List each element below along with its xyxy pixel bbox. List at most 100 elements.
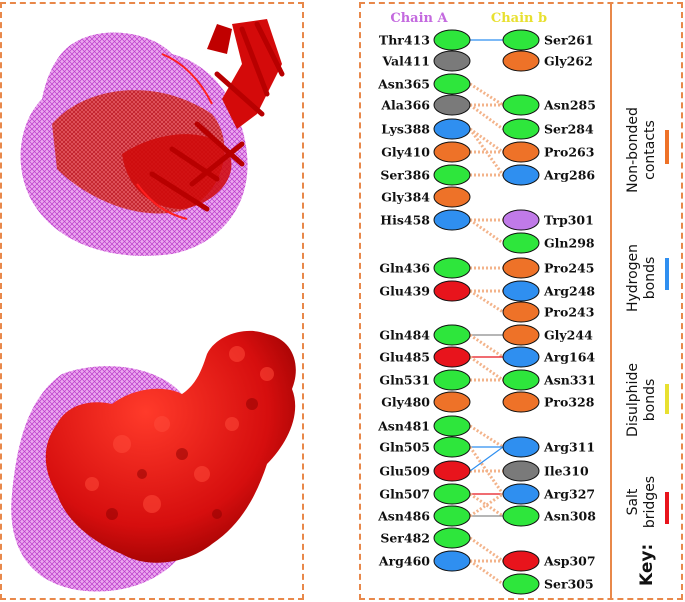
bond-line <box>469 82 504 107</box>
chain-b-residue-marker <box>502 280 540 302</box>
chain-b-residue: Pro263 <box>502 141 594 163</box>
bond-line <box>469 446 504 472</box>
key-label: Hydrogenbonds <box>625 244 658 312</box>
chain-a-residue-marker <box>433 50 471 72</box>
chain-a-residue-label: Ala366 <box>380 98 430 113</box>
chain-a-residue-marker <box>433 73 471 95</box>
chain-b-label: Chain b <box>491 11 547 26</box>
chain-a-residue-label: Asn365 <box>377 77 430 92</box>
chain-b-residue: Ile310 <box>502 460 589 482</box>
chain-b-residue-marker <box>502 324 540 346</box>
chain-a-residue-marker <box>433 118 471 140</box>
chain-a-residue-marker <box>433 436 471 458</box>
chain-a-residue: Glu509 <box>379 460 471 482</box>
chain-a-residue-label: Lys388 <box>381 122 430 137</box>
chain-b-residue: Gly244 <box>502 324 593 346</box>
chain-b-residue-marker <box>502 257 540 279</box>
chain-b-residue: Asp307 <box>502 550 596 572</box>
chain-a-residue-label: Gly480 <box>381 395 430 410</box>
chain-b-residue-marker <box>502 550 540 572</box>
chain-b-residue: Ser284 <box>502 118 594 140</box>
chain-a-residue-marker <box>433 391 471 413</box>
bond-lines <box>468 39 505 586</box>
chain-b-residue-label: Arg248 <box>543 284 595 299</box>
chain-b-residue-marker <box>502 118 540 140</box>
chain-b-residue-label: Asn308 <box>543 509 596 524</box>
chain-a-residue-label: Glu439 <box>379 284 430 299</box>
chain-a-residue-label: Gln484 <box>379 328 430 343</box>
bond-line <box>469 103 504 131</box>
chain-a-residue-label: Gly410 <box>381 145 430 160</box>
chain-b-residue-label: Asn285 <box>543 98 596 113</box>
chain-b-residue-label: Pro263 <box>544 145 594 160</box>
top-structure-image <box>20 19 285 256</box>
chain-a-residue-label: Thr413 <box>379 33 430 48</box>
chain-b-residue: Ser305 <box>502 573 594 595</box>
chain-a-residue: Ser482 <box>380 527 471 549</box>
chain-a-residue: Asn365 <box>377 73 471 95</box>
chain-b-residue: Arg327 <box>502 483 595 505</box>
chain-a-residue-label: Glu509 <box>379 464 430 479</box>
chain-b-residue-marker <box>502 346 540 368</box>
chain-a-residue-marker <box>433 141 471 163</box>
chain-a-residue-marker <box>433 29 471 51</box>
chain-b-residue-label: Arg286 <box>543 168 595 183</box>
chain-a-residue: Thr413 <box>379 29 471 51</box>
chain-b-residue-label: Ser284 <box>544 122 594 137</box>
chain-b-residue-label: Gln298 <box>544 236 595 251</box>
chain-a-residue: Gln505 <box>379 436 471 458</box>
interaction-diagram-panel <box>359 2 683 600</box>
bond-line <box>469 424 504 449</box>
bottom-structure-image <box>11 330 296 592</box>
chain-b-residue-label: Ile310 <box>544 464 589 479</box>
structure-images <box>11 19 296 592</box>
chain-b-residue-label: Pro243 <box>544 305 594 320</box>
chain-a-residue-label: Glu485 <box>379 350 430 365</box>
chain-a-residue: Glu485 <box>379 346 471 368</box>
chain-b-residue-label: Arg164 <box>543 350 595 365</box>
chain-a-residue-label: His458 <box>380 213 430 228</box>
chain-a-residue-marker <box>433 94 471 116</box>
chain-a-residue-label: Ser386 <box>380 168 430 183</box>
chain-b-residue-label: Asn331 <box>543 373 596 388</box>
bond-line <box>468 446 505 495</box>
chain-b-residue-label: Ser261 <box>544 33 594 48</box>
key-divider <box>610 2 612 600</box>
chain-a-residue-marker <box>433 346 471 368</box>
chain-a-residue-marker <box>433 483 471 505</box>
chain-a-residue-label: Gln531 <box>379 373 430 388</box>
chain-b-residue-label: Trp301 <box>544 213 594 228</box>
chain-a-residue: Gly410 <box>381 141 471 163</box>
chain-a-residue-label: Gly384 <box>381 190 430 205</box>
chain-b-residue-marker <box>502 301 540 323</box>
key-title: Key: <box>637 544 657 586</box>
chain-b-residue: Pro245 <box>502 257 594 279</box>
chain-b-residue-label: Gly262 <box>544 54 593 69</box>
key-legend: Key: Saltbridges Disulphidebonds Hydrogenb… <box>625 107 669 586</box>
bond-line <box>469 218 504 245</box>
chain-b-residue: Asn331 <box>502 369 596 391</box>
chain-a-residue: Gln484 <box>379 324 471 346</box>
chain-b-residue: Ser261 <box>502 29 594 51</box>
chain-b-residue-marker <box>502 505 540 527</box>
chain-b-residue-marker <box>502 436 540 458</box>
chain-a-residue-marker <box>433 257 471 279</box>
chain-a-residue-label: Val411 <box>382 54 431 69</box>
bond-line <box>468 128 505 176</box>
chain-b-residue: Gly262 <box>502 50 593 72</box>
chain-a-residue: Gln531 <box>379 369 471 391</box>
chain-b-residue-marker <box>502 50 540 72</box>
bond-line <box>469 333 504 359</box>
chain-b-residue: Arg164 <box>502 346 595 368</box>
chain-a-residue: Gln507 <box>379 483 471 505</box>
chain-b-residue-label: Asp307 <box>543 554 596 569</box>
chain-a-residue-marker <box>433 164 471 186</box>
chain-b-residue: Gln298 <box>502 232 595 254</box>
chain-a-residue-marker <box>433 505 471 527</box>
chain-a-residue: Gln436 <box>379 257 471 279</box>
chain-a-residue: Glu439 <box>379 280 471 302</box>
chain-b-residue: Trp301 <box>502 209 594 231</box>
chain-a-residue-marker <box>433 460 471 482</box>
chain-a-residue: His458 <box>380 209 471 231</box>
